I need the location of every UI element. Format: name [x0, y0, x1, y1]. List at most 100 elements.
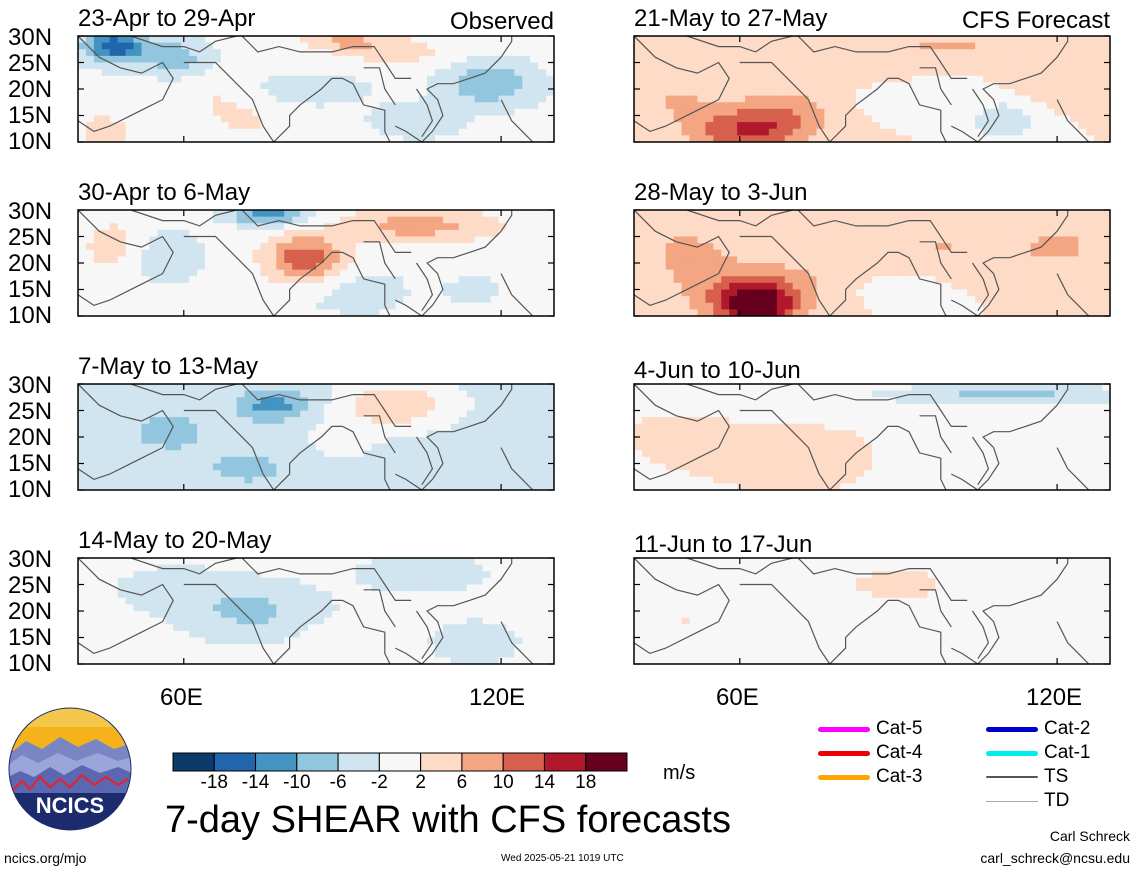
heatmap-cell [903, 135, 913, 142]
heatmap-cell [506, 236, 515, 244]
heatmap-cell [800, 384, 810, 392]
heatmap-cell [673, 82, 683, 90]
heatmap-cell [729, 282, 738, 291]
heatmap-cell [435, 229, 444, 238]
heatmap-cell [887, 122, 897, 130]
heatmap-cell [911, 269, 921, 277]
heatmap-cell [673, 229, 683, 238]
heatmap-cell [498, 470, 507, 478]
heatmap-cell [506, 82, 515, 90]
heatmap-cell [657, 263, 667, 271]
heatmap-cell [181, 36, 190, 44]
heatmap-cell [482, 410, 492, 418]
heatmap-cell [713, 384, 722, 392]
heatmap-cell [78, 483, 87, 490]
heatmap-cell [641, 55, 651, 64]
heatmap-cell [634, 135, 643, 142]
heatmap-cell [466, 296, 476, 304]
heatmap-cell [363, 456, 373, 465]
heatmap-cell [991, 302, 1000, 310]
heatmap-cell [1102, 249, 1110, 257]
heatmap-cell [506, 296, 515, 304]
heatmap-cell [1102, 302, 1110, 310]
heatmap-cell [1078, 296, 1087, 304]
heatmap-cell [760, 89, 770, 97]
heatmap-cell [371, 256, 381, 264]
heatmap-cell [848, 256, 857, 264]
heatmap-cell [681, 36, 691, 44]
heatmap-cell [808, 216, 818, 224]
heatmap-cell [546, 302, 554, 310]
heatmap-cell [713, 115, 722, 123]
heatmap-cell [848, 95, 857, 103]
heatmap-cell [355, 115, 365, 123]
heatmap-cell [935, 289, 944, 297]
heatmap-cell [1054, 256, 1063, 264]
heatmap-cell [323, 483, 333, 490]
heatmap-cell [149, 390, 158, 398]
heatmap-cell [887, 256, 897, 264]
heatmap-cell [737, 210, 746, 218]
heatmap-cell [419, 55, 428, 64]
heatmap-cell [903, 384, 913, 392]
heatmap-cell [260, 483, 269, 490]
heatmap-cell [109, 216, 119, 224]
heatmap-cell [856, 102, 865, 110]
heatmap-cell [197, 36, 206, 44]
heatmap-cell [220, 397, 230, 405]
heatmap-cell [450, 229, 460, 238]
heatmap-cell [316, 135, 325, 142]
heatmap-cell [713, 55, 722, 64]
heatmap-cell [220, 443, 230, 451]
heatmap-cell [903, 282, 913, 291]
heatmap-cell [371, 135, 381, 142]
heatmap-cell [181, 403, 190, 412]
heatmap-cell [93, 269, 103, 277]
heatmap-cell [713, 49, 722, 57]
heatmap-cell [300, 75, 309, 83]
heatmap-cell [363, 223, 373, 231]
heatmap-cell [268, 269, 277, 277]
heatmap-cell [141, 397, 150, 405]
heatmap-cell [379, 42, 388, 50]
heatmap-cell [427, 216, 436, 224]
heatmap-cell [951, 128, 960, 136]
heatmap-cell [427, 470, 436, 478]
heatmap-cell [1086, 108, 1095, 117]
heatmap-cell [411, 276, 420, 284]
heatmap-cell [1030, 55, 1040, 64]
heatmap-cell [673, 108, 683, 117]
heatmap-cell [78, 423, 87, 431]
heatmap-cell [959, 216, 968, 224]
heatmap-cell [1102, 282, 1110, 291]
heatmap-cell [117, 450, 127, 458]
heatmap-cell [419, 417, 428, 425]
heatmap-cell [197, 463, 206, 471]
heatmap-cell [379, 476, 388, 484]
heatmap-cell [697, 128, 706, 136]
heatmap-cell [197, 75, 206, 83]
heatmap-cell [1054, 302, 1063, 310]
heatmap-cell [824, 269, 833, 277]
heatmap-cell [776, 75, 786, 83]
heatmap-cell [721, 115, 730, 123]
heatmap-cell [220, 302, 230, 310]
heatmap-cell [657, 296, 667, 304]
heatmap-cell [864, 384, 873, 392]
heatmap-cell [474, 263, 484, 271]
heatmap-cell [244, 296, 254, 304]
heatmap-cell [959, 115, 968, 123]
heatmap-cell [872, 69, 881, 77]
heatmap-cell [1054, 69, 1063, 77]
heatmap-cell [347, 128, 357, 136]
heatmap-cell [634, 89, 643, 97]
heatmap-cell [300, 229, 309, 238]
heatmap-cell [498, 450, 507, 458]
heatmap-cell [85, 223, 95, 231]
heatmap-cell [808, 115, 818, 123]
heatmap-cell [1046, 309, 1056, 316]
heatmap-cell [848, 62, 857, 70]
heatmap-cell [323, 296, 333, 304]
heatmap-cell [522, 82, 531, 90]
heatmap-cell [165, 115, 174, 123]
